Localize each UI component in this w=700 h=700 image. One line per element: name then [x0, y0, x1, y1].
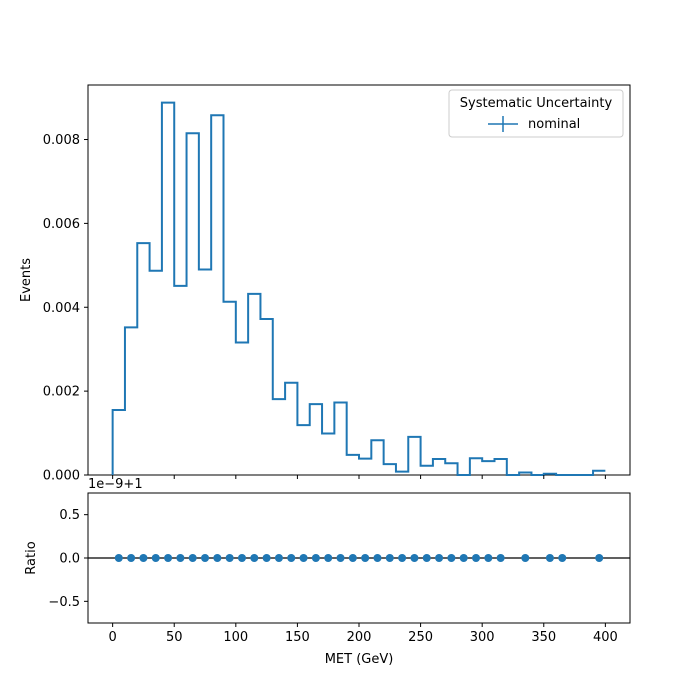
main-y-tick-label: 0.006: [43, 217, 80, 232]
main-y-tick-label: 0.004: [43, 301, 80, 316]
ratio-point: [410, 554, 419, 562]
ratio-point: [114, 554, 123, 562]
ratio-points: [114, 554, 604, 562]
ratio-y-axis-label: Ratio: [24, 541, 39, 574]
main-y-ticks: 0.000 0.002 0.004 0.006 0.008: [43, 133, 88, 484]
ratio-point: [139, 554, 148, 562]
x-tick-label: 200: [347, 630, 372, 645]
ratio-point: [274, 554, 283, 562]
ratio-point: [447, 554, 456, 562]
ratio-point: [348, 554, 357, 562]
legend-entry-nominal: nominal: [528, 117, 580, 132]
ratio-point: [336, 554, 345, 562]
ratio-y-ticks: −0.5 0.0 0.5: [48, 508, 88, 610]
ratio-point: [324, 554, 333, 562]
ratio-point: [176, 554, 185, 562]
ratio-point: [496, 554, 505, 562]
ratio-point: [127, 554, 136, 562]
ratio-x-ticks: 0 50 100 150 200 250 300 350 400: [108, 623, 618, 645]
ratio-point: [459, 554, 468, 562]
ratio-point: [311, 554, 320, 562]
main-x-ticks: [112, 475, 606, 479]
ratio-point: [299, 554, 308, 562]
ratio-point: [521, 554, 530, 562]
ratio-point: [287, 554, 296, 562]
ratio-point: [435, 554, 444, 562]
ratio-y-tick-label: 0.5: [59, 508, 80, 523]
ratio-point: [484, 554, 493, 562]
ratio-point: [558, 554, 567, 562]
x-tick-label: 250: [408, 630, 433, 645]
legend-title: Systematic Uncertainty: [460, 96, 613, 111]
ratio-point: [472, 554, 481, 562]
main-y-tick-label: 0.000: [43, 469, 80, 484]
ratio-point: [188, 554, 197, 562]
ratio-point: [385, 554, 394, 562]
histogram-outline-nominal: [111, 101, 606, 476]
ratio-point: [225, 554, 234, 562]
x-axis-label: MET (GeV): [325, 652, 394, 667]
ratio-point: [545, 554, 554, 562]
ratio-point: [595, 554, 604, 562]
ratio-point: [151, 554, 160, 562]
x-tick-label: 150: [285, 630, 310, 645]
ratio-y-tick-label: 0.0: [59, 552, 80, 567]
main-y-tick-label: 0.008: [43, 133, 80, 148]
ratio-panel: −0.5 0.0 0.5 0 50 100 150 200 250 300 350 400 1e−9…: [24, 477, 631, 667]
main-panel: 0.000 0.002 0.004 0.006 0.008 Events Systema…: [19, 84, 631, 484]
ratio-point: [373, 554, 382, 562]
ratio-point: [213, 554, 222, 562]
x-tick-label: 50: [166, 630, 183, 645]
legend-box: [448, 89, 624, 138]
x-tick-label: 300: [470, 630, 495, 645]
ratio-y-tick-label: −0.5: [48, 595, 80, 610]
main-y-axis-label: Events: [19, 258, 34, 302]
x-tick-label: 400: [593, 630, 618, 645]
legend: Systematic Uncertainty nominal: [448, 89, 624, 138]
main-y-tick-label: 0.002: [43, 385, 80, 400]
ratio-offset-text: 1e−9+1: [88, 477, 143, 492]
ratio-point: [201, 554, 210, 562]
ratio-point: [361, 554, 370, 562]
ratio-point: [250, 554, 259, 562]
ratio-point: [398, 554, 407, 562]
ratio-point: [164, 554, 173, 562]
x-tick-label: 350: [531, 630, 556, 645]
x-tick-label: 0: [108, 630, 116, 645]
x-tick-label: 100: [223, 630, 248, 645]
ratio-point: [422, 554, 431, 562]
ratio-point: [237, 554, 246, 562]
ratio-point: [262, 554, 271, 562]
